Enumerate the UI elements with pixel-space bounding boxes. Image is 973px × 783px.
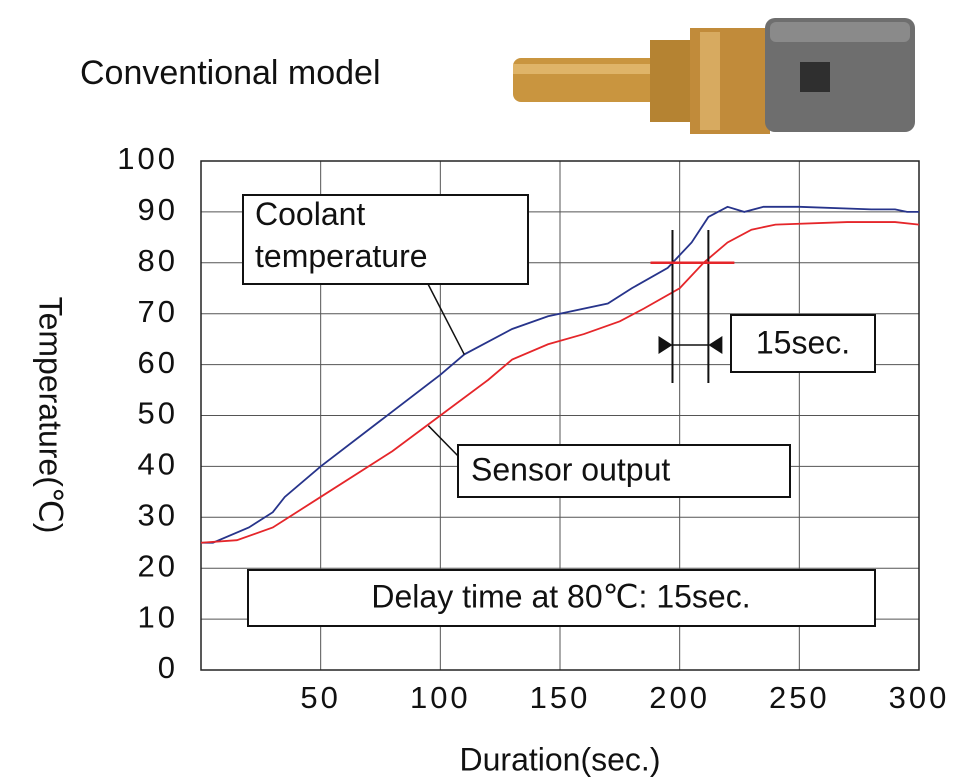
- y-tick-label: 50: [138, 396, 178, 431]
- annotation-box: [730, 314, 876, 373]
- arrow-head: [658, 336, 673, 354]
- sensor-photo: [513, 18, 915, 134]
- x-tick-label: 300: [889, 680, 950, 715]
- plot-frame: [200, 160, 920, 671]
- legend-label: Sensor output: [471, 451, 670, 487]
- series-line: [201, 205, 919, 544]
- y-tick-label: 100: [117, 141, 178, 176]
- y-tick-label: 90: [138, 192, 178, 227]
- annotation: Delay time at 80℃: 15sec.: [371, 578, 750, 614]
- leader-line: [427, 425, 463, 461]
- x-tick-label: 50: [300, 680, 340, 715]
- arrow-head: [708, 336, 723, 354]
- y-tick-label: 60: [138, 345, 178, 380]
- x-tick-label: 200: [649, 680, 710, 715]
- y-axis-label: Temperature(℃): [33, 297, 69, 534]
- annotation: 15sec.: [756, 324, 850, 360]
- legend-box: [457, 444, 791, 498]
- legend-label: Coolant temperature: [255, 196, 428, 274]
- y-tick-label: 30: [138, 497, 178, 532]
- leader-line: [427, 283, 465, 355]
- legend-box: [242, 194, 529, 285]
- y-tick-label: 40: [138, 447, 178, 482]
- y-tick-label: 0: [158, 650, 178, 685]
- series-line: [200, 221, 920, 544]
- x-tick-label: 250: [769, 680, 830, 715]
- y-tick-label: 20: [138, 548, 178, 583]
- x-tick-label: 150: [530, 680, 591, 715]
- x-tick-label: 100: [410, 680, 471, 715]
- y-tick-label: 70: [138, 294, 178, 329]
- chart-title: Conventional model: [80, 54, 381, 92]
- y-tick-label: 80: [138, 243, 178, 278]
- annotation-box: [247, 569, 876, 627]
- y-tick-label: 10: [138, 599, 178, 634]
- x-axis-label: Duration(sec.): [460, 741, 661, 777]
